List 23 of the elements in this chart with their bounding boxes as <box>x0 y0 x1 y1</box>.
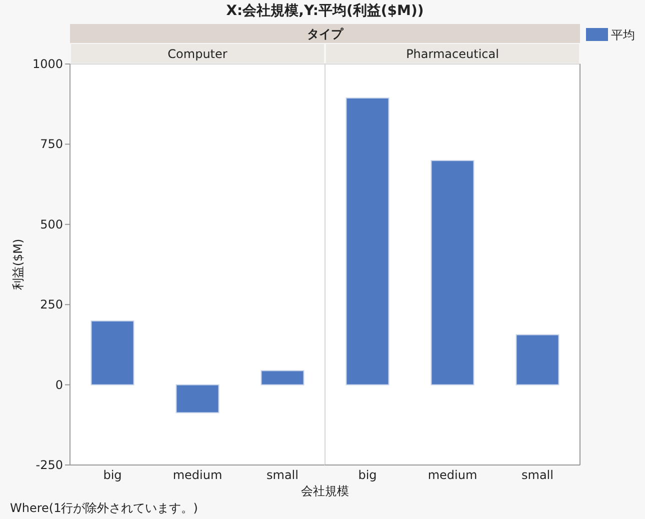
y-tick-label: 500 <box>40 217 63 232</box>
text: Where(1行が除外されています。) <box>10 501 198 515</box>
y-tick-label: 0 <box>55 378 63 392</box>
x-tick-label: small <box>266 468 298 482</box>
y-tick-label: 750 <box>40 137 63 152</box>
x-tick-label: medium <box>172 468 222 482</box>
y-tick-label: -250 <box>36 458 63 472</box>
text: タイプ <box>307 27 344 41</box>
x-tick-label: big <box>103 468 122 482</box>
bar <box>260 370 304 386</box>
y-tick-label: 250 <box>40 298 63 312</box>
bar <box>90 320 134 386</box>
x-tick-label: big <box>358 468 377 482</box>
x-tick-label: medium <box>428 468 478 482</box>
y-tick-label: 1000 <box>32 57 63 71</box>
text: X:会社規模,Y:平均(利益($M)) <box>226 3 424 19</box>
x-axis-title: 会社規模 <box>301 484 349 498</box>
chart-title: Pharmaceutical <box>406 47 499 61</box>
chart-title: Computer <box>168 47 228 61</box>
x-tick-label: small <box>522 468 554 482</box>
bar <box>176 384 220 414</box>
y-axis-title: 利益($M) <box>11 238 25 290</box>
legend-label: 平均 <box>611 28 635 42</box>
